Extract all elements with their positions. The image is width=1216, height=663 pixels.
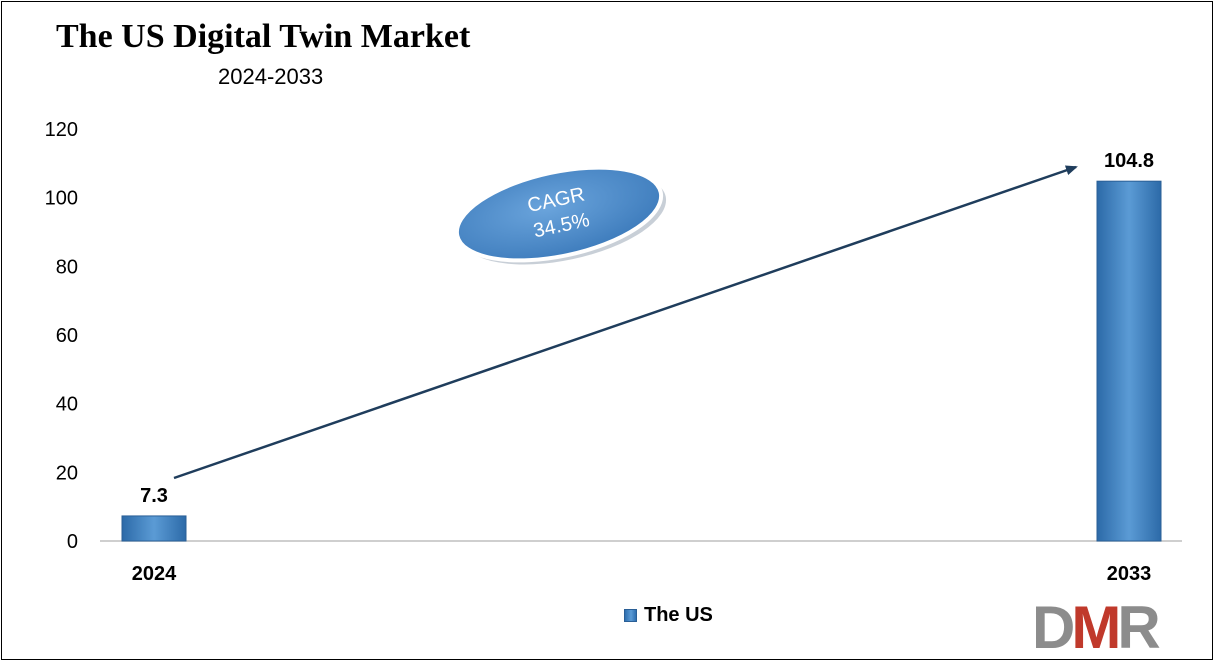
y-tick-label: 80	[56, 256, 78, 278]
chart-title: The US Digital Twin Market	[56, 18, 471, 55]
logo-text: DMR	[1032, 598, 1160, 654]
data-label: 104.8	[1104, 150, 1154, 172]
y-tick-label: 120	[45, 119, 78, 141]
bar-2033	[1096, 180, 1162, 542]
legend: The US	[624, 604, 713, 627]
x-tick-label: 2033	[1107, 563, 1152, 585]
cagr-annotation: CAGR 34.5%	[454, 165, 667, 265]
y-tick-label: 20	[56, 462, 78, 484]
chart-subtitle: 2024-2033	[218, 64, 324, 89]
y-tick-label: 40	[56, 394, 78, 416]
y-tick-label: 0	[67, 531, 78, 553]
bar-2024	[121, 515, 187, 542]
legend-swatch	[624, 609, 637, 622]
dmr-logo: DMR	[1032, 598, 1164, 654]
data-label: 7.3	[140, 485, 168, 507]
y-tick-label: 100	[45, 188, 78, 210]
y-tick-label: 60	[56, 325, 78, 347]
x-tick-label: 2024	[132, 563, 177, 585]
legend-label: The US	[644, 604, 713, 626]
growth-arrow	[173, 165, 1078, 480]
